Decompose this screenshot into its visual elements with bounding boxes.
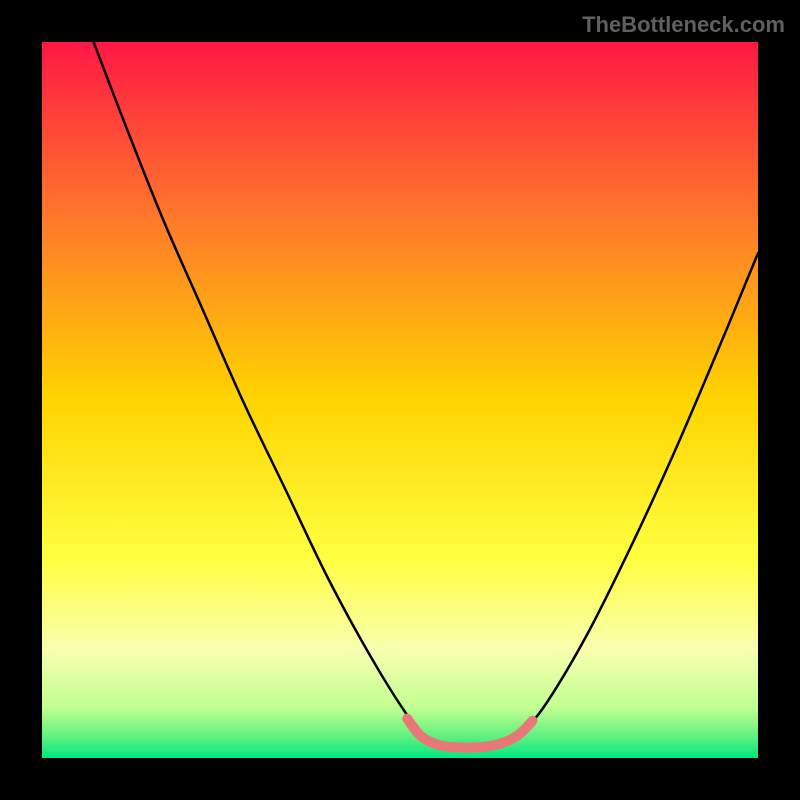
bottleneck-chart (0, 0, 800, 800)
watermark-label: TheBottleneck.com (582, 12, 785, 38)
plot-area (42, 42, 758, 758)
chart-container: TheBottleneck.com (0, 0, 800, 800)
